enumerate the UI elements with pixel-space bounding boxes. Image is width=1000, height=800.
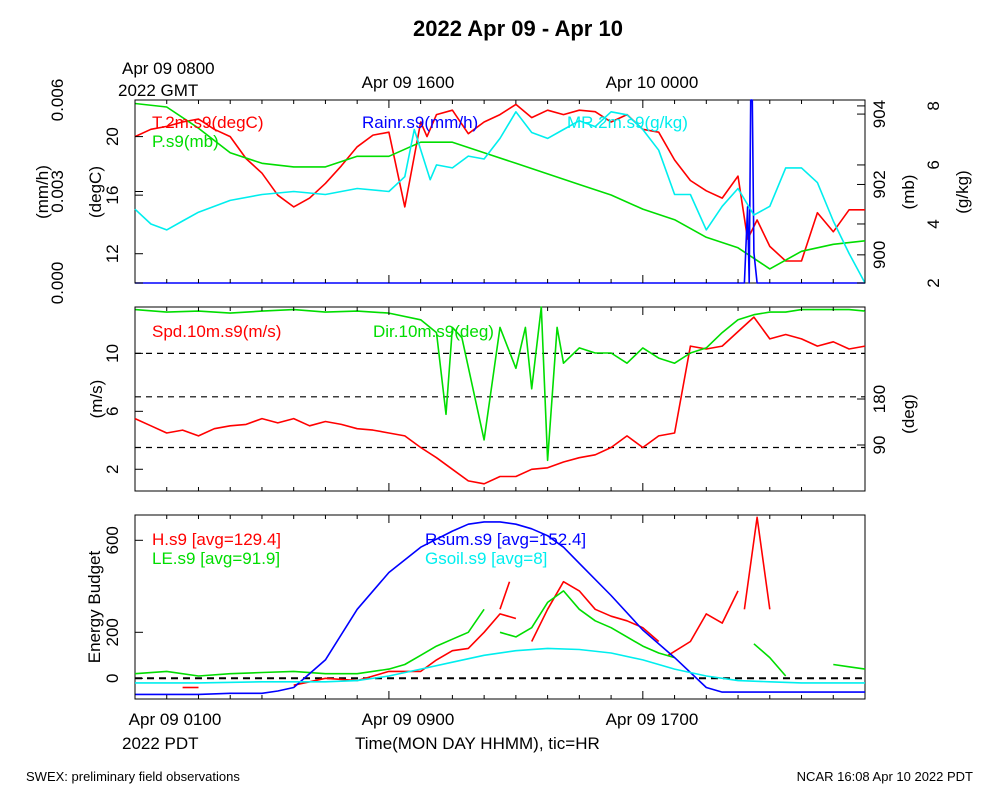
legend-sensible-heat: H.s9 [avg=129.4] — [152, 530, 281, 549]
bottom-series-red-segment-5 — [743, 516, 771, 610]
legend-rain-rate: Rainr.s9(mm/h) — [362, 113, 478, 132]
mr-axis-tick-label-3: 8 — [924, 101, 943, 110]
dir-axis-tick-label-1: 180 — [870, 385, 889, 413]
pres-axis-tick-label-1: 902 — [870, 170, 889, 198]
bottom-axis-start-label: Apr 09 0100 — [129, 710, 222, 729]
pres-axis-tick-label-2: 904 — [870, 100, 889, 128]
bottom-axis-mid-label: Apr 09 0900 — [362, 710, 455, 729]
rain-axis-label: (mm/h) — [33, 165, 52, 219]
rain-axis-tick-label-0: 0.000 — [48, 262, 67, 305]
temp-axis-label: (degC) — [86, 166, 105, 218]
mixing-ratio-axis-label: (g/kg) — [953, 170, 972, 213]
legend-latent-heat: LE.s9 [avg=91.9] — [152, 549, 280, 568]
bottom-series-red-segment-4 — [667, 590, 739, 656]
legend-soil-heat: Gsoil.s9 [avg=8] — [425, 549, 547, 568]
dir-axis-tick-label-0: 90 — [870, 436, 889, 455]
mr-axis-tick-label-1: 4 — [924, 219, 943, 228]
legend-mixing-ratio: MR.2m.s9(g/kg) — [567, 113, 688, 132]
legend-net-radiation: Rsum.s9 [avg=152.4] — [425, 530, 586, 549]
bottom-series-cyan-line — [135, 647, 865, 684]
top-series-mr-line — [134, 111, 866, 284]
bottom-axis-end-label: Apr 09 1700 — [606, 710, 699, 729]
speed-axis-tick-label-1: 6 — [103, 407, 122, 416]
energy-axis-tick-label-0: 0 — [103, 674, 122, 683]
middle-series-speed-line — [134, 316, 866, 485]
mr-axis-tick-label-2: 6 — [924, 160, 943, 169]
legend-net-radiation-name: Rsum.s9 — [425, 530, 492, 549]
legend-latent-heat-name: LE.s9 — [152, 549, 195, 568]
series-layer — [134, 99, 866, 696]
rain-axis-tick-label-1: 0.003 — [48, 170, 67, 213]
temp-axis-tick-label-2: 20 — [103, 127, 122, 146]
chart-title: 2022 Apr 09 - Apr 10 — [413, 16, 623, 41]
top-axis-mid-label: Apr 09 1600 — [362, 73, 455, 92]
energy-axis-tick-label-1: 200 — [103, 618, 122, 646]
bottom-series-green-segment-1 — [499, 590, 675, 659]
energy-axis-tick-label-2: 600 — [103, 526, 122, 554]
bottom-series-blue-line — [135, 521, 865, 696]
temp-axis-tick-label-0: 12 — [103, 244, 122, 263]
x-axis-title: Time(MON DAY HHMM), tic=HR — [355, 734, 600, 753]
bottom-series-green-segment-0 — [134, 608, 485, 677]
legend-sensible-heat-name: H.s9 — [152, 530, 187, 549]
pressure-axis-label: (mb) — [899, 175, 918, 210]
mr-axis-tick-label-0: 2 — [924, 278, 943, 287]
bottom-series-green-segment-2 — [753, 643, 787, 677]
speed-axis-tick-label-0: 2 — [103, 465, 122, 474]
rain-axis-tick-label-2: 0.006 — [48, 79, 67, 122]
legend-pressure: P.s9(mb) — [152, 132, 219, 151]
footer-right: NCAR 16:08 Apr 10 2022 PDT — [797, 769, 973, 784]
temp-axis-tick-label-1: 16 — [103, 186, 122, 205]
top-axis-start-label: Apr 09 0800 — [122, 59, 215, 78]
pres-axis-tick-label-0: 900 — [870, 241, 889, 269]
bottom-series-red-segment-1 — [293, 613, 517, 686]
legend-latent-heat-avg: [avg=91.9] — [200, 549, 280, 568]
reference-lines — [135, 352, 865, 680]
top-axis-end-label: Apr 10 0000 — [606, 73, 699, 92]
legend-soil-heat-avg: [avg=8] — [491, 549, 547, 568]
legend-sensible-heat-avg: [avg=129.4] — [192, 530, 281, 549]
bottom-series-red-segment-2 — [499, 581, 511, 610]
tick-layer: 0.0000.0030.0061216209009029042468261090… — [48, 79, 943, 699]
energy-axis-label: Energy Budget — [85, 550, 104, 663]
direction-axis-label: (deg) — [899, 394, 918, 434]
top-axis-start-sublabel: 2022 GMT — [118, 81, 198, 100]
legend-soil-heat-name: Gsoil.s9 — [425, 549, 486, 568]
bottom-series-green-segment-3 — [833, 663, 866, 670]
legend-net-radiation-avg: [avg=152.4] — [497, 530, 586, 549]
middle-series-dir-line — [134, 306, 866, 462]
bottom-panel-frame — [134, 514, 866, 700]
legend-wind-direction: Dir.10m.s9(deg) — [373, 322, 494, 341]
bottom-series-red-segment-3 — [530, 580, 660, 643]
legend-temperature: T.2m.s9(degC) — [152, 113, 263, 132]
speed-axis-label: (m/s) — [87, 380, 106, 419]
top-series-rain-line — [135, 99, 865, 284]
top-series-pres-line — [134, 102, 866, 270]
speed-axis-tick-label-2: 10 — [103, 344, 122, 363]
bottom-axis-start-sublabel: 2022 PDT — [122, 734, 199, 753]
legend-wind-speed: Spd.10m.s9(m/s) — [152, 322, 281, 341]
footer-left: SWEX: preliminary field observations — [26, 769, 240, 784]
